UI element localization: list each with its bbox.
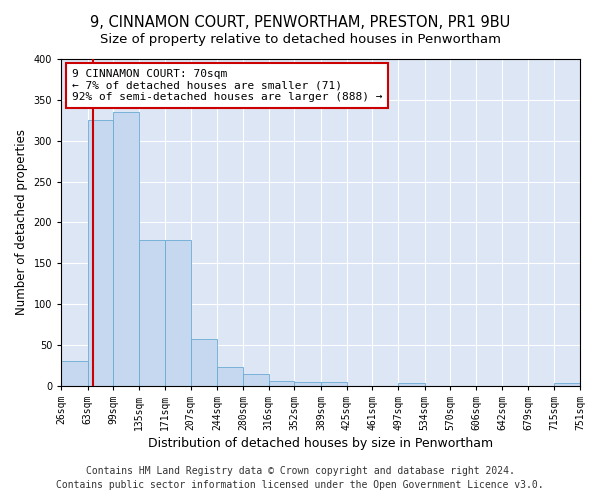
Bar <box>139 240 165 386</box>
Text: Size of property relative to detached houses in Penwortham: Size of property relative to detached ho… <box>100 32 500 46</box>
Text: 9, CINNAMON COURT, PENWORTHAM, PRESTON, PR1 9BU: 9, CINNAMON COURT, PENWORTHAM, PRESTON, … <box>90 15 510 30</box>
Bar <box>243 374 269 386</box>
X-axis label: Distribution of detached houses by size in Penwortham: Distribution of detached houses by size … <box>148 437 493 450</box>
Bar <box>191 339 217 386</box>
Bar <box>217 367 243 386</box>
Bar <box>295 382 321 386</box>
Bar <box>398 382 425 386</box>
Y-axis label: Number of detached properties: Number of detached properties <box>15 130 28 316</box>
Bar <box>321 382 347 386</box>
Bar <box>113 112 139 386</box>
Bar <box>165 240 191 386</box>
Text: 9 CINNAMON COURT: 70sqm
← 7% of detached houses are smaller (71)
92% of semi-det: 9 CINNAMON COURT: 70sqm ← 7% of detached… <box>71 69 382 102</box>
Bar <box>554 382 580 386</box>
Text: Contains HM Land Registry data © Crown copyright and database right 2024.
Contai: Contains HM Land Registry data © Crown c… <box>56 466 544 490</box>
Bar <box>269 381 295 386</box>
Bar <box>61 362 88 386</box>
Bar <box>88 120 113 386</box>
